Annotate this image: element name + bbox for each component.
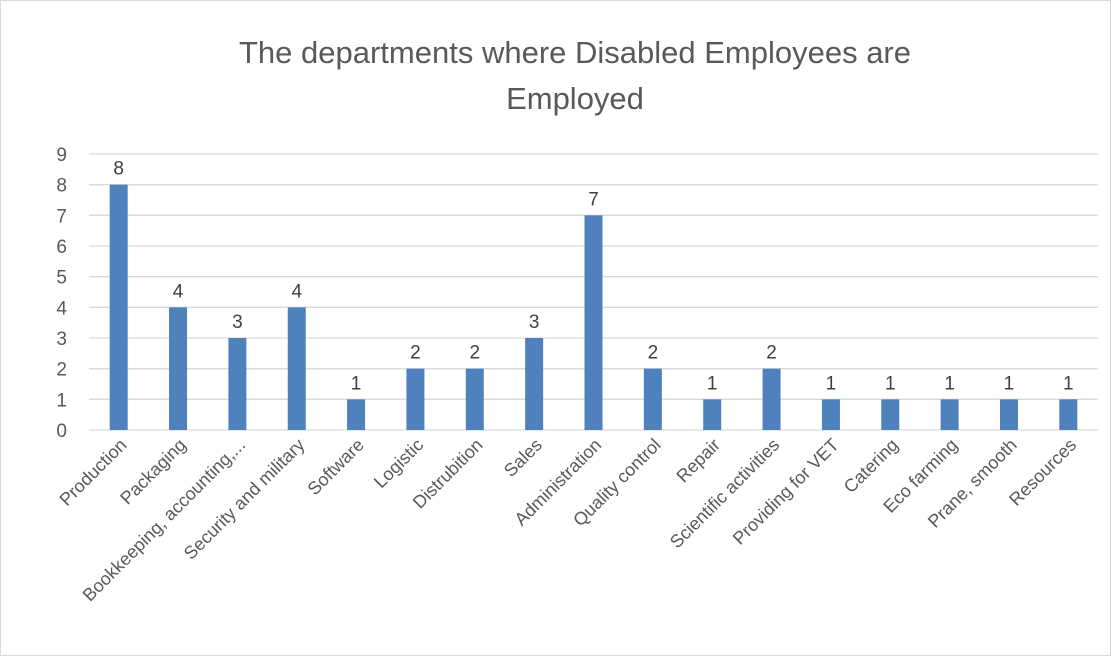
bar (406, 368, 425, 430)
data-label: 4 (291, 281, 302, 302)
data-label: 4 (173, 281, 184, 302)
y-tick-label: 8 (56, 176, 67, 197)
data-label: 1 (1004, 373, 1015, 394)
y-tick-label: 2 (56, 360, 67, 381)
bars (109, 184, 1078, 430)
bar (584, 215, 603, 430)
bar (999, 399, 1018, 430)
data-label: 1 (1063, 373, 1074, 394)
data-label: 1 (351, 373, 362, 394)
category-label: Catering (840, 435, 902, 497)
y-tick-label: 4 (56, 298, 67, 319)
data-label: 1 (885, 373, 896, 394)
data-label: 8 (113, 159, 124, 180)
y-tick-label: 7 (56, 206, 67, 227)
category-label: Logistic (370, 435, 427, 492)
y-tick-label: 6 (56, 237, 67, 258)
y-tick-label: 9 (56, 145, 67, 166)
bar (821, 399, 840, 430)
data-label: 3 (232, 312, 243, 333)
bar (347, 399, 366, 430)
bar (169, 307, 188, 430)
data-labels: 8 4 3 4 1 2 2 3 7 2 1 2 1 1 1 1 1 (113, 159, 1073, 395)
y-tick-label: 1 (56, 390, 67, 411)
data-label: 7 (588, 189, 599, 210)
data-label: 2 (410, 343, 421, 364)
data-label: 2 (648, 343, 659, 364)
bar (1059, 399, 1078, 430)
bar (525, 338, 544, 430)
y-axis-ticks: 0 1 2 3 4 5 6 7 8 9 (56, 145, 67, 442)
bar (643, 368, 662, 430)
bar (703, 399, 722, 430)
y-tick-label: 5 (56, 268, 67, 289)
y-tick-label: 0 (56, 421, 67, 442)
category-label: Security and military (180, 435, 309, 564)
bar (465, 368, 484, 430)
category-label: Software (304, 435, 368, 499)
data-label: 2 (766, 343, 777, 364)
category-label: Sales (500, 435, 546, 481)
bar (287, 307, 306, 430)
data-label: 3 (529, 312, 540, 333)
bar (881, 399, 900, 430)
category-label: Repair (672, 435, 724, 487)
bar (940, 399, 959, 430)
bar (762, 368, 781, 430)
data-label: 1 (707, 373, 718, 394)
y-tick-label: 3 (56, 329, 67, 350)
category-label: Scientific activities (666, 435, 783, 552)
data-label: 1 (826, 373, 837, 394)
bar (109, 184, 128, 430)
data-label: 1 (944, 373, 955, 394)
chart-title-line-1: The departments where Disabled Employees… (239, 35, 911, 70)
bar (228, 338, 247, 430)
data-label: 2 (470, 343, 481, 364)
category-label: Providing for VET (729, 435, 843, 549)
chart-title-line-2: Employed (506, 81, 644, 116)
